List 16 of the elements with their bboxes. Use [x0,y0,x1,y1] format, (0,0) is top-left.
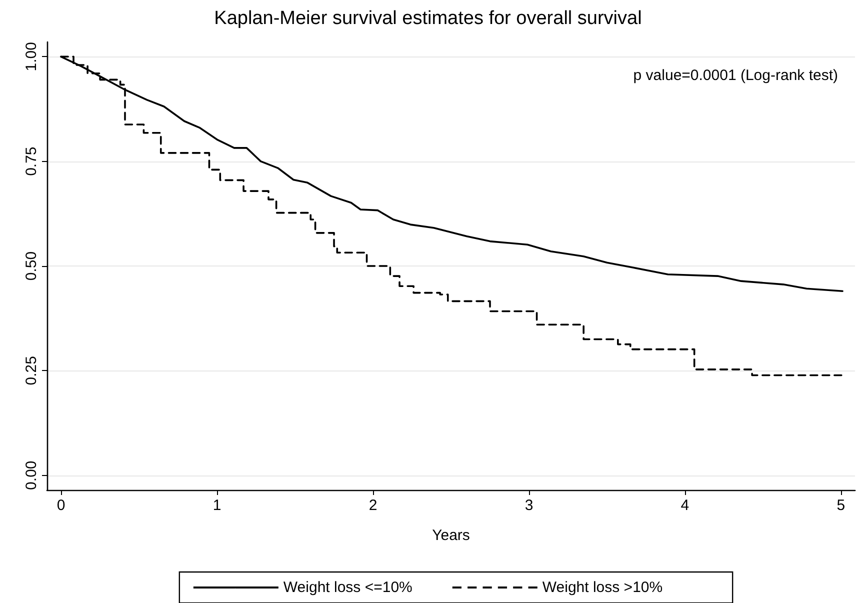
annotation: p value=0.0001 (Log-rank test) [633,67,838,84]
x-tick-label: 5 [836,497,846,514]
x-tick-label: 2 [368,497,378,514]
x-axis-title: Years [432,527,470,544]
x-tick-label: 3 [524,497,534,514]
legend-label: Weight loss <=10% [283,579,412,596]
y-tick-label: 1.00 [23,42,40,72]
chart-title: Kaplan-Meier survival estimates for overall survival [214,8,642,29]
x-tick-label: 4 [680,497,690,514]
legend-label: Weight loss >10% [542,579,663,596]
y-tick-label: 0.50 [23,251,40,281]
y-tick-label: 0.75 [23,146,40,176]
x-tick-label: 0 [56,497,66,514]
x-tick-label: 1 [212,497,222,514]
y-tick-label: 0.25 [23,356,40,386]
y-tick-label: 0.00 [23,460,40,490]
